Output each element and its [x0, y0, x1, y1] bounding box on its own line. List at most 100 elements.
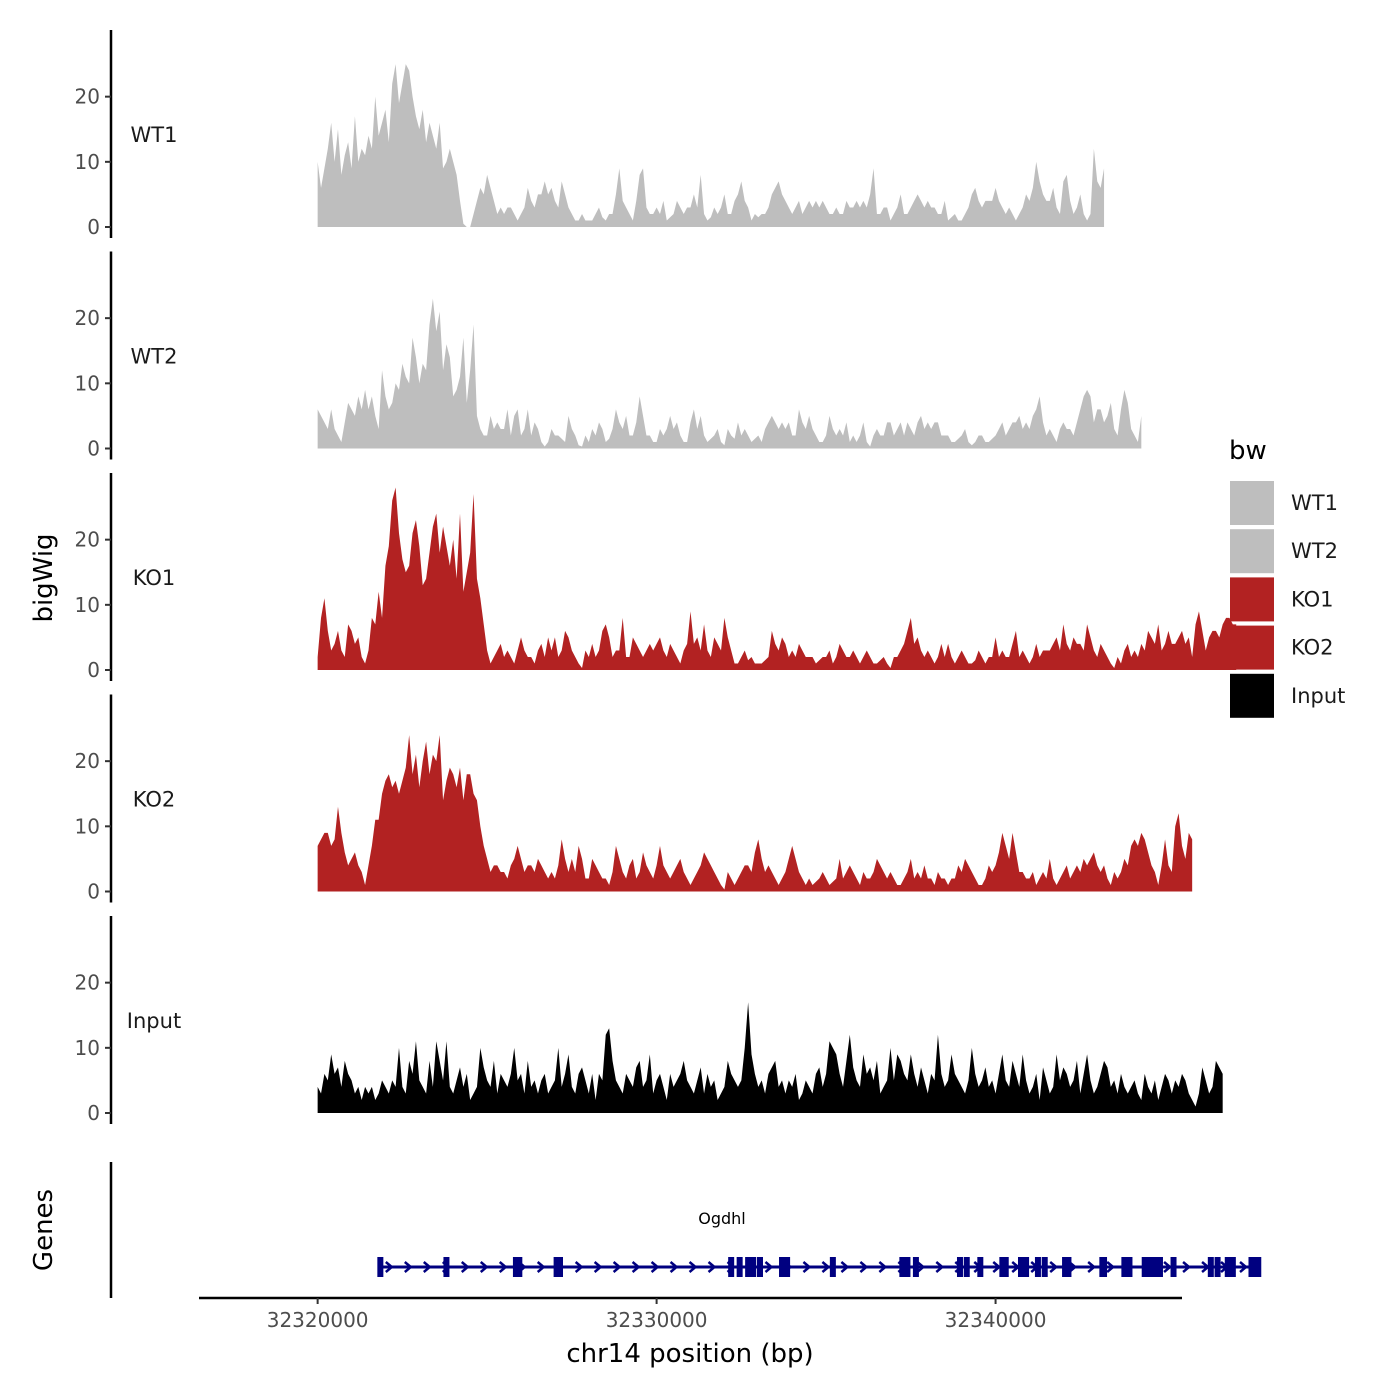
- legend-swatch-input: [1230, 673, 1274, 718]
- legend-swatch-ko1: [1230, 577, 1274, 622]
- gene-exon: [1146, 1257, 1153, 1277]
- gene-exon: [443, 1257, 450, 1277]
- track-input: 0 10 20 Input: [75, 916, 1223, 1125]
- track-label: WT2: [131, 345, 178, 369]
- legend-swatch-wt2: [1230, 529, 1274, 574]
- gene-exon: [728, 1257, 735, 1277]
- coverage-area-input: [317, 1002, 1223, 1113]
- legend-swatch-ko2: [1230, 625, 1274, 670]
- gene-exon: [1126, 1257, 1133, 1277]
- legend-swatch-wt1: [1230, 481, 1274, 525]
- x-axis-ticks: 32320000 32330000 32340000: [267, 1298, 1047, 1332]
- gene-exon: [377, 1257, 384, 1277]
- gene-exon: [1041, 1257, 1048, 1277]
- coverage-area-wt2: [317, 298, 1142, 449]
- gene-strand-arrow: [821, 1261, 831, 1273]
- x-axis-title: chr14 position (bp): [566, 1339, 813, 1369]
- gene-panel: Ogdhl: [109, 1162, 1262, 1298]
- gene-strand-arrow: [404, 1261, 413, 1273]
- gene-exon: [912, 1257, 919, 1277]
- track-ko2: 0 10 20 KO2: [75, 694, 1193, 904]
- gene-exon: [1229, 1257, 1236, 1277]
- gene-strand-arrow: [385, 1261, 394, 1273]
- gene-strand-arrow: [707, 1261, 717, 1273]
- x-tick-label: 32330000: [606, 1308, 708, 1332]
- y-tick-label: 0: [87, 880, 100, 904]
- track-label: KO1: [133, 566, 176, 590]
- y-tick-label: 20: [75, 528, 100, 552]
- gene-track-ogdhl: [377, 1257, 1262, 1277]
- gene-exon: [750, 1257, 757, 1277]
- gene-exon: [963, 1257, 970, 1277]
- gene-strand-arrow: [1182, 1261, 1192, 1273]
- gene-strand-arrow: [935, 1261, 945, 1273]
- y-tick-label: 10: [75, 593, 100, 617]
- gene-strand-arrow: [802, 1261, 812, 1273]
- gene-exon: [1251, 1257, 1258, 1277]
- gene-strand-arrow: [650, 1261, 660, 1273]
- gene-exon: [1017, 1257, 1024, 1277]
- gene-strand-arrow: [859, 1261, 869, 1273]
- track-label: WT1: [131, 123, 178, 147]
- gene-exon: [1255, 1257, 1262, 1277]
- legend-items: WT1 WT2 KO1 KO2 Input: [1230, 481, 1345, 718]
- x-tick-label: 32320000: [267, 1308, 369, 1332]
- gene-exon: [779, 1257, 786, 1277]
- y-axis-title: bigWig: [29, 533, 59, 622]
- gene-exon: [1121, 1257, 1128, 1277]
- gene-strand-arrow: [1239, 1261, 1248, 1273]
- track-wt1: 0 10 20 WT1: [75, 30, 1105, 239]
- gene-exon: [1156, 1257, 1163, 1277]
- x-axis: 32320000 32330000 32340000: [199, 1296, 1182, 1332]
- y-tick-label: 10: [75, 814, 100, 838]
- gene-strand-arrow: [479, 1261, 489, 1273]
- gene-exon: [756, 1257, 763, 1277]
- gene-strand-arrow: [1087, 1261, 1097, 1273]
- y-tick-label: 10: [75, 150, 100, 174]
- gene-strand-arrow: [536, 1261, 546, 1273]
- gene-strand-arrow: [878, 1261, 888, 1273]
- gene-strand-arrow: [574, 1261, 584, 1273]
- track-wt2: 0 10 20 WT2: [75, 251, 1142, 461]
- x-tick-label: 32340000: [945, 1308, 1047, 1332]
- gene-strand-arrow: [840, 1261, 850, 1273]
- legend-title: bw: [1229, 436, 1267, 466]
- gene-strand-arrow: [764, 1261, 774, 1273]
- legend-label-input: Input: [1291, 684, 1345, 708]
- legend-label-ko1: KO1: [1291, 587, 1334, 611]
- coverage-area-ko2: [317, 735, 1193, 892]
- gene-exon: [512, 1257, 519, 1277]
- gene-exon: [516, 1257, 523, 1277]
- gene-exon: [1151, 1257, 1158, 1277]
- gene-exon: [1224, 1257, 1231, 1277]
- track-label: Input: [127, 1009, 181, 1033]
- gene-strand-arrow: [422, 1261, 432, 1273]
- gene-exon: [829, 1257, 836, 1277]
- coverage-area-ko1: [317, 487, 1237, 670]
- gene-strand-arrow: [916, 1261, 926, 1273]
- y-tick-label: 0: [87, 658, 100, 682]
- gene-exon: [1214, 1257, 1221, 1277]
- gene-exon: [1101, 1257, 1108, 1277]
- y-tick-label: 20: [75, 749, 100, 773]
- gene-exon: [736, 1257, 743, 1277]
- gene-exon: [1062, 1257, 1069, 1277]
- gene-strand-arrow: [498, 1261, 508, 1273]
- gene-exon: [1034, 1257, 1041, 1277]
- gene-exon: [977, 1257, 984, 1277]
- coverage-area-wt1: [317, 64, 1105, 227]
- gene-exon: [1170, 1257, 1177, 1277]
- gene-name-label: Ogdhl: [698, 1209, 746, 1228]
- gene-exon: [1002, 1257, 1009, 1277]
- gene-strand-arrow: [460, 1261, 470, 1273]
- genes-axis-title: Genes: [29, 1189, 59, 1271]
- gene-exon: [553, 1257, 560, 1277]
- y-tick-label: 0: [87, 1101, 100, 1125]
- gene-strand-arrow: [1163, 1261, 1173, 1273]
- gene-strand-arrow: [1049, 1261, 1059, 1273]
- gene-exon: [556, 1257, 563, 1277]
- gene-exon: [1141, 1257, 1148, 1277]
- legend-label-ko2: KO2: [1291, 636, 1334, 660]
- track-panels: 0 10 20 WT1 0 10 20 WT2 0 10 20 KO1 0 10 20 KO2 0 10 20 Inp…: [75, 30, 1237, 1125]
